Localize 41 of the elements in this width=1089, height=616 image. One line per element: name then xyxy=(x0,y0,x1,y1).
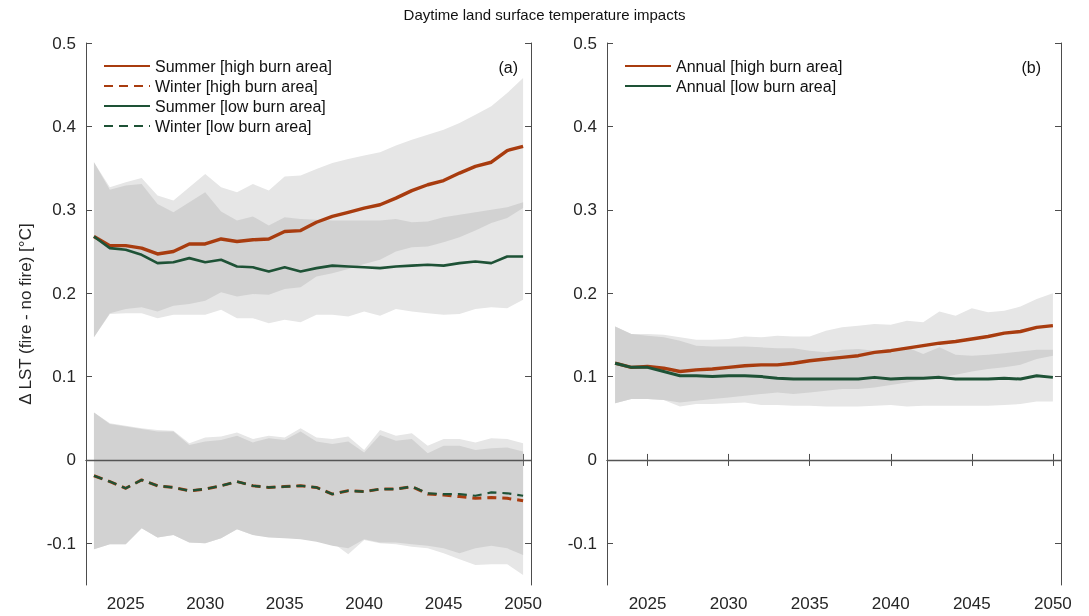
y-axis-title: Δ LST (fire - no fire) [°C] xyxy=(16,223,35,405)
y-tick-label: 0.4 xyxy=(52,116,76,136)
x-tick-label: 2025 xyxy=(628,594,667,613)
legend-label: Winter [high burn area] xyxy=(155,77,318,95)
y-tick-label: 0.1 xyxy=(573,367,597,387)
y-tick-label: -0.1 xyxy=(567,533,597,553)
x-tick-label: 2040 xyxy=(345,594,384,613)
legend-label: Summer [high burn area] xyxy=(155,57,332,75)
annotation: (a) xyxy=(498,58,519,76)
x-tick-label: 2030 xyxy=(709,594,748,613)
line-series xyxy=(92,474,525,503)
line-series xyxy=(92,474,525,497)
legend-label: Winter [low burn area] xyxy=(155,117,312,135)
y-tick-label: 0 xyxy=(587,450,597,470)
x-tick-label: 2025 xyxy=(106,594,145,613)
x-tick-label: 2045 xyxy=(952,594,991,613)
x-tick-label: 2035 xyxy=(265,594,304,613)
annotation: (b) xyxy=(1021,58,1042,76)
y-tick-label: 0.5 xyxy=(573,33,597,53)
y-tick-label: 0.3 xyxy=(52,200,76,220)
y-tick-label: 0.2 xyxy=(52,283,76,303)
y-tick-label: 0.2 xyxy=(573,283,597,303)
chart-title: Daytime land surface temperature impacts xyxy=(403,6,686,23)
y-tick-label: 0.1 xyxy=(52,367,76,387)
y-tick-label: -0.1 xyxy=(46,533,76,553)
x-tick-label: 2050 xyxy=(504,594,542,613)
x-tick-label: 2045 xyxy=(424,594,463,613)
y-tick-label: 0.4 xyxy=(573,116,597,136)
line-series xyxy=(92,144,525,256)
x-tick-label: 2050 xyxy=(1033,594,1072,613)
line-series xyxy=(92,235,525,273)
x-tick-label: 2030 xyxy=(186,594,225,613)
y-tick-label: 0.3 xyxy=(573,200,597,220)
legend-label: Annual [high burn area] xyxy=(676,57,843,75)
legend-label: Summer [low burn area] xyxy=(155,97,326,115)
x-tick-label: 2035 xyxy=(790,594,829,613)
y-tick-label: 0 xyxy=(66,450,76,470)
legend-label: Annual [low burn area] xyxy=(676,77,837,95)
y-tick-label: 0.5 xyxy=(52,33,76,53)
x-tick-label: 2040 xyxy=(871,594,910,613)
line-series xyxy=(613,361,1055,381)
